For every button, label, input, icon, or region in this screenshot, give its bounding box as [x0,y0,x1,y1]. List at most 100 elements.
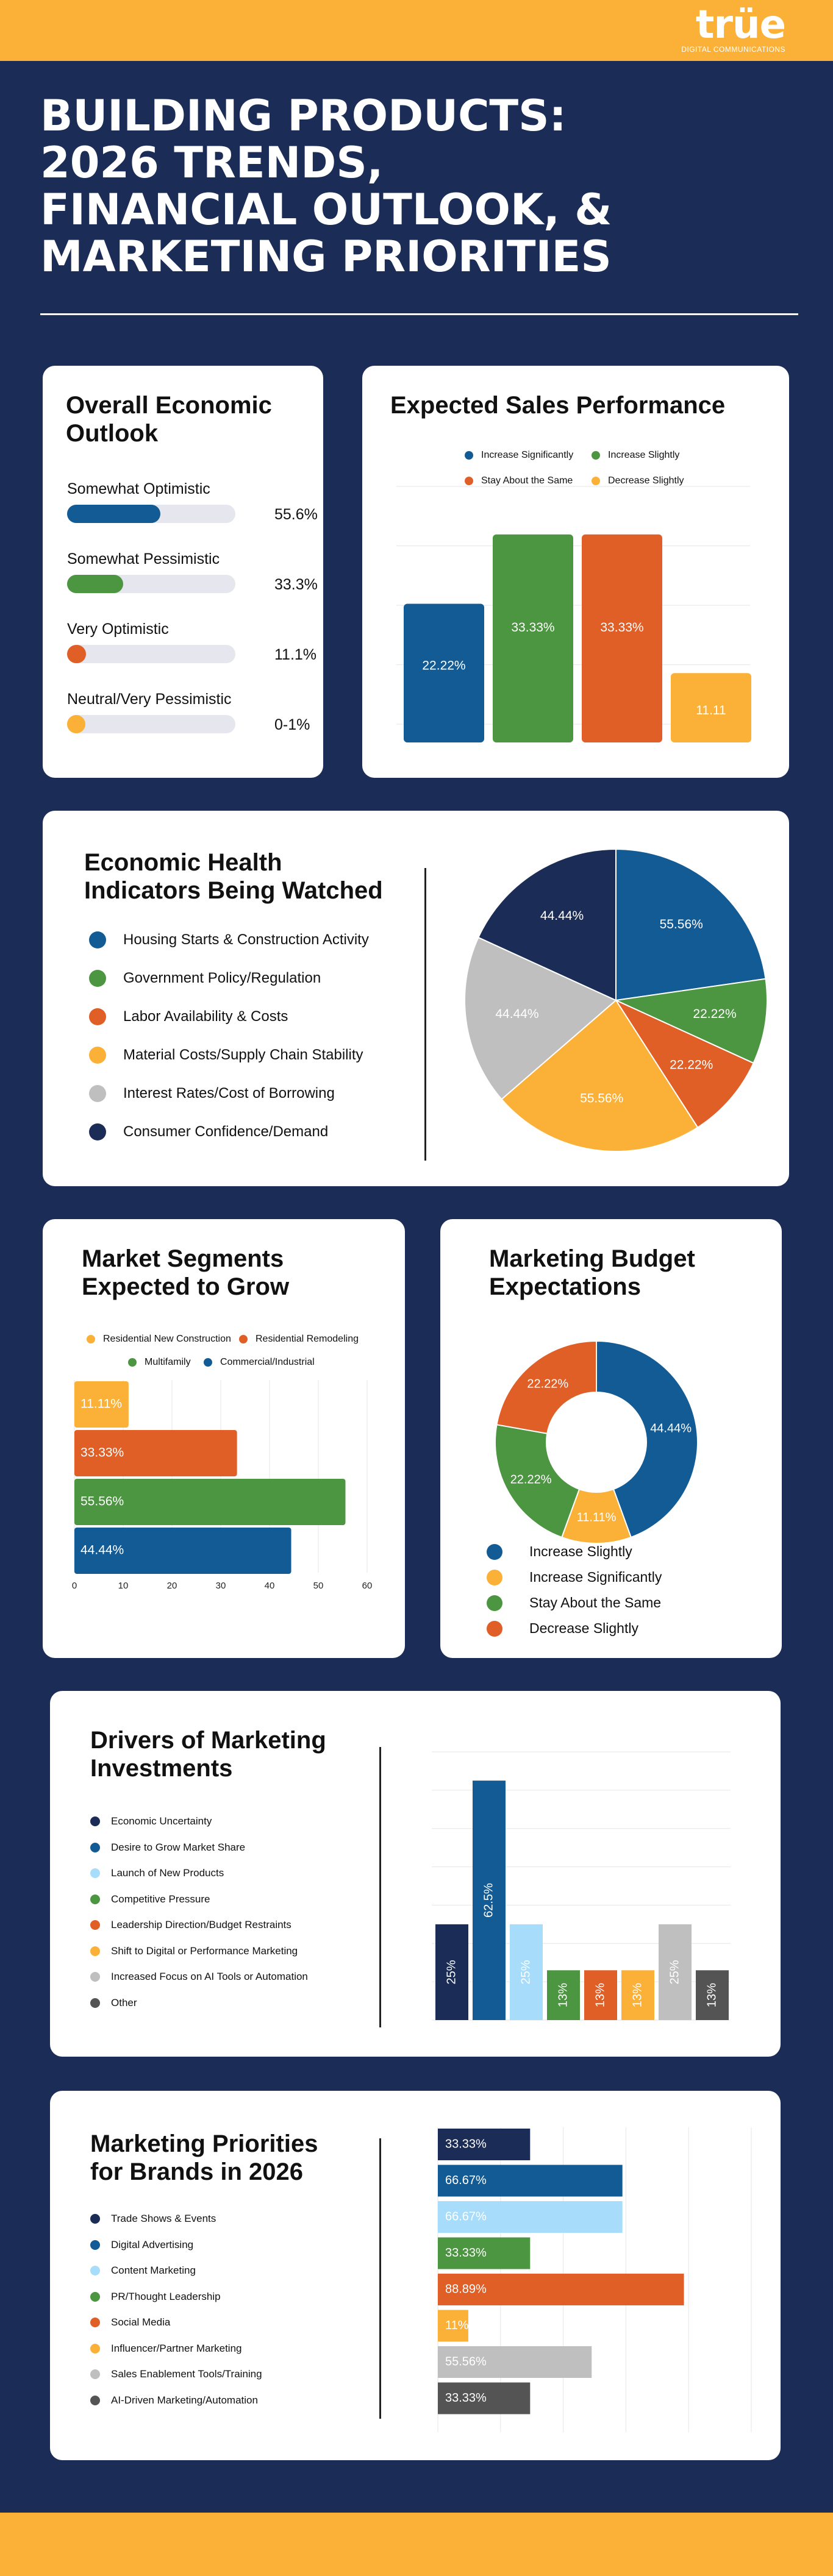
segments-x-tick: 10 [118,1581,129,1591]
legend-label: Consumer Confidence/Demand [123,1123,329,1140]
priority-bar-content-marketing [438,2201,623,2233]
drivers-title: Drivers of Marketing Investments [90,1726,326,1782]
indicators-card: Economic Health Indicators Being Watched… [43,811,789,1186]
sales-bar-increase-slightly [493,534,573,742]
sales-bar-label: 33.33% [600,621,643,635]
hero-title: BUILDING PRODUCTS: 2026 TRENDS, FINANCIA… [40,93,772,280]
hero-line-4: MARKETING PRIORITIES [40,232,612,282]
driver-bar-label: 62.5% [482,1883,495,1918]
legend-label: Social Media [111,2316,171,2328]
legend-dot [128,1358,137,1367]
legend-item-content-marketing: Content Marketing [90,2265,196,2277]
indicator-slice-label: 44.44% [540,909,584,923]
legend-dot [89,1123,106,1140]
sales-performance-title: Expected Sales Performance [390,392,726,419]
sales-bar-chart: 22.22% 33.33% 33.33% 11.11 [396,486,751,742]
priorities-divider [379,2138,381,2419]
driver-bar-launch-of-new-products [510,1924,543,2020]
priority-bar-label: 88.89% [445,2282,487,2296]
economic-outlook-title: Overall Economic Outlook [66,391,272,447]
legend-dot [90,2343,100,2354]
hero-line-2: 2026 TRENDS, [40,138,384,188]
budget-slice-decrease-slightly [496,1340,597,1434]
legend-item-pr-thought-leadership: PR/Thought Leadership [90,2291,221,2303]
legend-label: Residential Remodeling [256,1334,359,1344]
drivers-divider [379,1747,381,2027]
legend-dot [87,1335,95,1343]
priorities-title-line-2: for Brands in 2026 [90,2158,304,2185]
segments-title-line-1: Market Segments [82,1245,284,1272]
budget-title: Marketing Budget Expectations [489,1245,695,1301]
legend-item-competitive-pressure: Competitive Pressure [90,1893,210,1905]
outlook-value: 55.6% [274,506,318,523]
top-banner [0,0,833,61]
legend-item-launch-of-new-products: Launch of New Products [90,1867,224,1879]
legend-dot [592,477,600,485]
legend-label: Stay About the Same [529,1595,662,1610]
legend-dot [90,1842,100,1852]
legend-label: Commercial/Industrial [220,1357,315,1367]
legend-item-increased-focus-on-ai-tools-or-automation: Increased Focus on AI Tools or Automatio… [90,1971,308,1983]
segment-bar-label: 33.33% [80,1446,124,1460]
legend-dot [89,970,106,987]
outlook-value: 33.3% [274,576,318,593]
legend-label: Trade Shows & Events [111,2213,216,2224]
outlook-label: Very Optimistic [67,621,169,638]
driver-bar-label: 25% [519,1960,532,1984]
indicator-slice-government-policy-regulation [613,978,768,1064]
driver-bar-shift-to-digital-or-performance-marketing [621,1970,654,2020]
legend-label: Increase Significantly [529,1569,662,1585]
outlook-row-very-optimistic: Very Optimistic 11.1% [67,621,323,663]
sales-performance-card: Expected Sales Performance Increase Sign… [362,366,789,778]
outlook-row-neutral-very-pessimistic: Neutral/Very Pessimistic 0-1% [67,691,323,733]
legend-dot [90,1998,100,2008]
budget-card: Marketing Budget Expectations 44.44% 11.1… [440,1219,782,1658]
legend-dot [89,1085,106,1102]
driver-bar-label: 13% [631,1983,644,2007]
indicators-divider [424,868,426,1161]
legend-item-trade-shows-events: Trade Shows & Events [90,2213,216,2225]
budget-title-line-2: Expectations [489,1273,641,1300]
outlook-label: Neutral/Very Pessimistic [67,691,232,708]
indicator-slice-label: 44.44% [495,1007,538,1021]
legend-item-digital-advertising: Digital Advertising [90,2239,193,2251]
legend-label: Increased Focus on AI Tools or Automatio… [111,1971,308,1982]
legend-dot [90,1894,100,1904]
priority-bar-influencer-partner-marketing [438,2310,468,2342]
legend-dot [465,477,473,485]
segment-bar-label: 11.11% [80,1397,122,1411]
legend-dot [90,2395,100,2405]
sales-bar-label: 22.22% [422,658,465,672]
priorities-card: Marketing Priorities for Brands in 2026 … [50,2091,781,2460]
legend-label: Desire to Grow Market Share [111,1841,246,1853]
priorities-title: Marketing Priorities for Brands in 2026 [90,2130,318,2186]
indicator-legend-labor-availability-costs: Labor Availability & Costs [89,1008,288,1025]
legend-label: Leadership Direction/Budget Restraints [111,1919,291,1930]
segments-bar-chart: 0 10 20 30 40 50 60 11.11% 33.33% 55.56% 44.44% [72,1380,372,1591]
legend-label: Other [111,1996,137,2008]
logo-wordmark: trüe [695,2,786,48]
legend-label: Economic Uncertainty [111,1815,212,1827]
legend-dot [90,1972,100,1982]
driver-bar-label: 13% [705,1983,718,2007]
legend-label: Housing Starts & Construction Activity [123,931,369,948]
priorities-bar-chart: 33.33% 66.67% 66.67% 33.33% 88.89% 11% 55.56% 3… [437,2127,752,2432]
priority-bar-label: 33.33% [445,2137,487,2151]
outlook-label: Somewhat Pessimistic [67,550,220,568]
segment-bar-label: 44.44% [80,1543,124,1557]
indicators-title-line-2: Indicators Being Watched [84,877,383,904]
legend-label: Decrease Slightly [529,1620,638,1636]
legend-label: Sales Enablement Tools/Training [111,2368,262,2380]
legend-dot [592,451,600,460]
indicators-pie-chart: 55.56% 22.22% 22.22% 55.56% 44.44% 44.44% [464,848,768,1152]
segments-x-tick: 40 [265,1581,275,1591]
legend-dot [90,2214,100,2224]
driver-bar-label: 13% [593,1983,607,2007]
segments-x-tick: 20 [167,1581,177,1591]
legend-dot [89,1008,106,1025]
budget-donut-chart: 44.44% 11.11% 22.22% 22.22% [495,1340,698,1544]
logo-tagline: DIGITAL COMMUNICATIONS [681,45,785,54]
legend-item-multifamily: Multifamily [128,1357,191,1368]
priorities-title-line-1: Marketing Priorities [90,2130,318,2157]
outlook-fill [67,575,123,593]
